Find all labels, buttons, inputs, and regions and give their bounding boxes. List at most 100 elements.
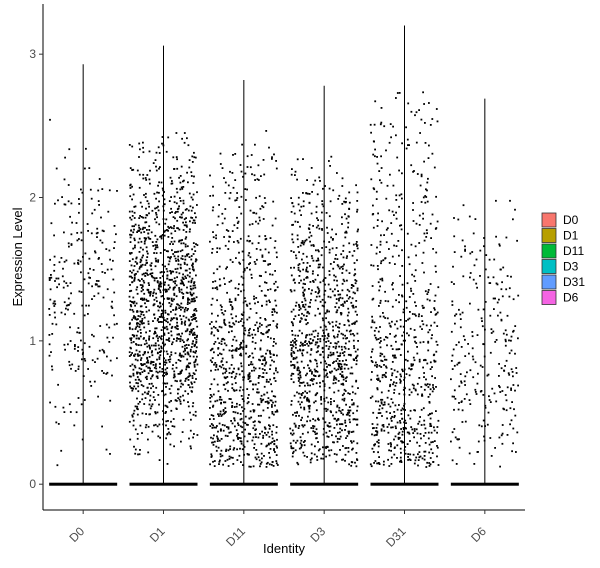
point-D1 [140,313,143,316]
point-D3 [337,333,339,336]
point-D31 [401,417,404,420]
point-D1 [169,323,171,326]
point-D31 [382,425,385,428]
point-D31 [414,245,417,248]
point-D3 [294,304,297,307]
point-D11 [254,420,256,423]
point-D1 [192,315,195,318]
point-D11 [216,286,218,289]
point-D1 [145,342,148,345]
point-D3 [310,452,313,455]
point-D1 [137,318,139,320]
point-D0 [75,222,78,224]
point-D1 [181,339,184,342]
point-D11 [216,268,219,271]
point-D31 [418,109,420,111]
point-D3 [342,376,345,378]
point-D6 [460,380,462,383]
point-D31 [419,341,422,344]
point-D11 [216,299,218,302]
point-D3 [340,304,343,306]
point-D3 [293,212,296,215]
point-D3 [328,241,331,243]
point-D31 [389,412,391,414]
point-D6 [490,328,493,331]
point-D3 [328,215,331,218]
point-D3 [342,352,344,354]
point-D0 [51,365,53,368]
point-D31 [393,381,395,384]
point-D1 [133,228,135,231]
point-D1 [173,317,175,319]
point-D0 [105,323,108,326]
point-D6 [504,329,507,332]
point-D3 [351,372,354,375]
point-D3 [341,360,344,362]
point-D3 [336,437,339,440]
point-D1 [176,210,179,213]
point-D1 [133,237,136,240]
point-D1 [141,299,144,301]
point-D3 [293,422,296,425]
point-D31 [372,264,375,267]
point-D31 [388,465,391,467]
point-D1 [166,297,169,300]
point-D6 [459,318,462,320]
point-D0 [105,373,108,375]
point-D1 [168,278,171,281]
point-D3 [303,288,306,291]
point-D31 [397,433,400,435]
point-D3 [292,432,295,435]
point-D31 [425,324,428,327]
point-D31 [375,327,378,329]
point-D1 [185,269,188,272]
point-D3 [350,301,353,304]
point-D3 [306,397,309,399]
point-D3 [296,411,298,413]
points-layer [48,91,520,486]
point-D11 [210,423,213,425]
point-D1 [188,275,191,278]
point-D31 [412,202,414,204]
point-D3 [298,378,301,380]
point-D3 [293,266,295,269]
point-D1 [156,238,159,241]
point-D1 [134,328,137,330]
point-D3 [309,379,312,381]
point-D11 [215,234,217,237]
point-D31 [435,386,437,388]
point-D3 [305,238,308,241]
point-D3 [304,341,306,343]
point-D3 [300,444,303,447]
point-D6 [488,258,491,261]
point-D11 [273,448,275,450]
point-D1 [156,425,159,428]
point-D3 [302,192,304,194]
point-D1 [130,252,133,254]
point-D0 [106,288,109,291]
point-D3 [291,447,293,450]
point-D1 [164,393,167,396]
point-D11 [243,333,246,336]
point-D1 [154,342,157,345]
point-D3 [345,447,348,449]
point-D1 [152,292,155,295]
point-D1 [186,303,189,305]
point-D31 [397,348,400,351]
point-D3 [350,440,352,442]
point-D0 [87,368,89,370]
point-D11 [209,388,212,390]
point-D31 [372,226,375,229]
point-D6 [517,337,519,340]
point-D3 [350,354,352,357]
point-D1 [159,354,162,357]
point-D31 [371,447,374,450]
point-D11 [262,372,265,374]
point-D1 [155,241,158,243]
point-D11 [269,301,271,303]
point-D31 [421,320,424,322]
point-D11 [257,327,259,330]
point-D11 [221,364,224,366]
point-D11 [234,199,237,202]
point-D11 [267,289,269,291]
